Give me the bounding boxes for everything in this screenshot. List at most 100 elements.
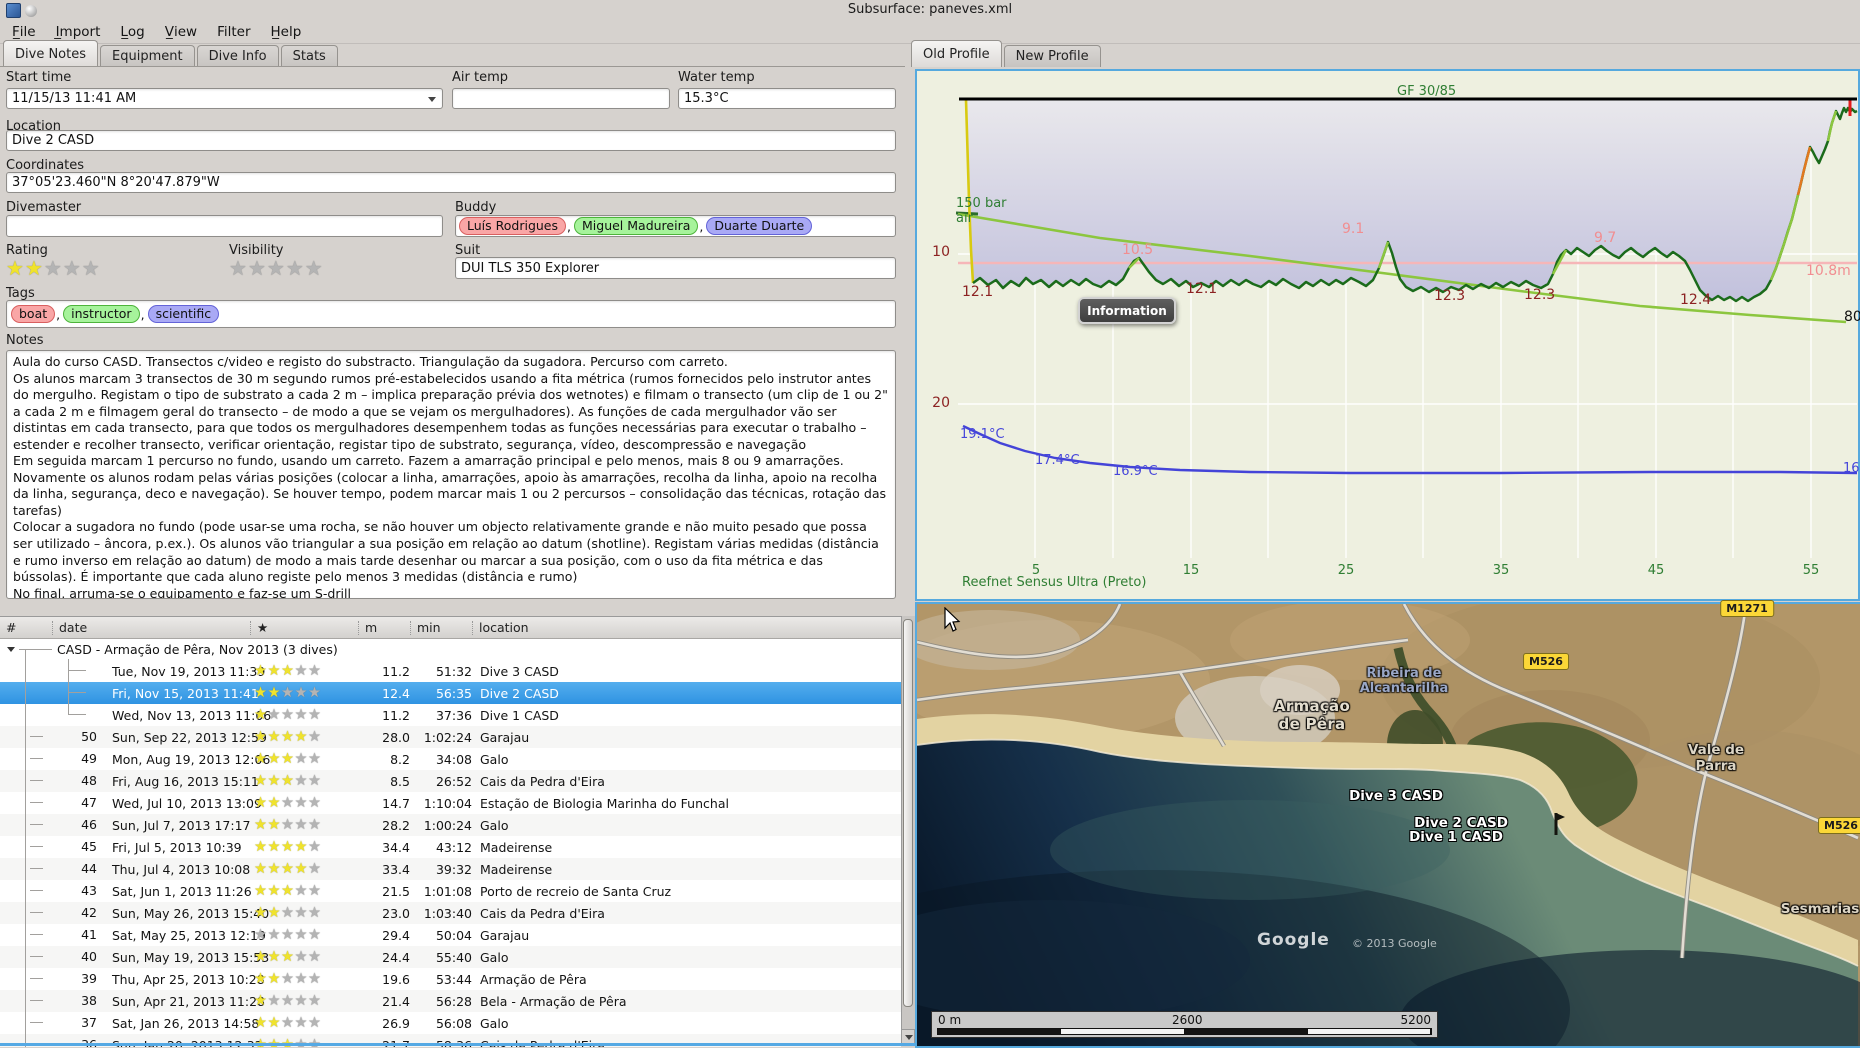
star-empty-icon: ★ (294, 904, 308, 921)
col-duration[interactable]: min (410, 620, 472, 635)
dive-depth: 8.2 (390, 751, 410, 767)
star-empty-icon: ★ (281, 904, 295, 921)
buddy-pill[interactable]: Miguel Madureira (574, 217, 699, 235)
table-row[interactable]: Fri, Nov 15, 2013 11:41 ★ ★ ★ ★ ★ 12.4 56:35… (0, 682, 901, 704)
col-location[interactable]: location (472, 620, 901, 635)
scrollbar-handle[interactable] (903, 619, 913, 1007)
star-empty-icon: ★ (308, 992, 322, 1009)
dive-depth: 21.5 (382, 883, 410, 899)
dive-depth: 28.0 (382, 729, 410, 745)
start-time-combo[interactable]: 11/15/13 11:41 AM (6, 88, 443, 109)
dive-depth: 12.4 (382, 685, 410, 701)
notes-textarea[interactable]: Aula do curso CASD. Transectos c/video e… (6, 350, 896, 599)
tag-pill[interactable]: boat (11, 305, 56, 323)
buddy-label: Buddy (455, 200, 497, 215)
table-row[interactable]: Wed, Nov 13, 2013 11:06 ★ ★ ★ ★ ★ 11.2 37:36… (0, 704, 901, 726)
table-row[interactable]: 47 Wed, Jul 10, 2013 13:09 ★ ★ ★ ★ ★ 14.7 1:… (0, 792, 901, 814)
col-depth[interactable]: m (358, 620, 410, 635)
table-row[interactable]: 43 Sat, Jun 1, 2013 11:26 ★ ★ ★ ★ ★ 21.5 1:0… (0, 880, 901, 902)
tree-branch (30, 868, 43, 869)
col-date[interactable]: date (52, 620, 250, 635)
road-badge: M1271 (1720, 600, 1774, 617)
buddy-pill[interactable]: Duarte Duarte (706, 217, 813, 235)
trip-group-row[interactable]: CASD - Armação de Pêra, Nov 2013 (3 dive… (0, 639, 901, 660)
menu-item[interactable]: Filter (217, 24, 251, 40)
table-row[interactable]: 41 Sat, May 25, 2013 12:19 ★ ★ ★ ★ ★ 29.4 50… (0, 924, 901, 946)
menu-item[interactable]: H̲elp (270, 24, 302, 40)
visibility-stars[interactable]: ★ ★ ★ ★ ★ (229, 258, 324, 278)
air-temp-label: Air temp (452, 70, 508, 85)
dive-marker-label[interactable]: Dive 3 CASD (1349, 788, 1443, 804)
dive-location: Galo (480, 949, 509, 965)
table-row[interactable]: 37 Sat, Jan 26, 2013 14:58 ★ ★ ★ ★ ★ 26.9 56… (0, 1012, 901, 1034)
menu-item[interactable]: L̲og (120, 24, 145, 40)
table-row[interactable]: 38 Sun, Apr 21, 2013 11:28 ★ ★ ★ ★ ★ 21.4 56… (0, 990, 901, 1012)
water-temp-field[interactable]: 15.3°C (678, 88, 896, 109)
star-filled-icon: ★ (281, 882, 295, 899)
table-row[interactable]: 49 Mon, Aug 19, 2013 12:06 ★ ★ ★ ★ ★ 8.2 34:… (0, 748, 901, 770)
table-row[interactable]: 48 Fri, Aug 16, 2013 15:11 ★ ★ ★ ★ ★ 8.5 26:… (0, 770, 901, 792)
star-empty-icon: ★ (308, 772, 322, 789)
collapse-arrow-icon[interactable] (7, 647, 15, 652)
tree-branch (73, 692, 86, 693)
information-tooltip[interactable]: Information (1078, 297, 1176, 324)
dive-rating-stars: ★ ★ ★ ★ ★ (250, 796, 358, 811)
start-time-label: Start time (6, 70, 72, 85)
star-empty-icon: ★ (308, 728, 322, 745)
tab[interactable]: Old Profile (911, 40, 1002, 67)
table-row[interactable]: 44 Thu, Jul 4, 2013 10:08 ★ ★ ★ ★ ★ 33.4 39:… (0, 858, 901, 880)
star-empty-icon: ★ (308, 1036, 322, 1047)
table-row[interactable]: Tue, Nov 19, 2013 11:39 ★ ★ ★ ★ ★ 11.2 51:32… (0, 660, 901, 682)
star-filled-icon: ★ (254, 992, 268, 1009)
window-button-icon[interactable] (25, 5, 37, 17)
coordinates-field[interactable]: 37°05'23.460"N 8°20'47.879"W (6, 172, 896, 193)
tree-branch (30, 736, 43, 737)
location-field[interactable]: Dive 2 CASD (6, 130, 896, 151)
buddy-pill[interactable]: Luís Rodrigues (459, 217, 567, 235)
star-empty-icon: ★ (308, 816, 322, 833)
tab[interactable]: Stats (280, 45, 338, 67)
buddy-field[interactable]: Luís Rodrigues, Miguel Madureira, Duarte… (455, 215, 896, 237)
dive-depth: 24.4 (382, 949, 410, 965)
air-temp-field[interactable] (452, 88, 670, 109)
dive-marker-label[interactable]: Dive 1 CASD (1409, 829, 1503, 845)
menu-item[interactable]: I̲mport (55, 24, 101, 40)
dive-depth: 28.2 (382, 817, 410, 833)
suit-field[interactable]: DUI TLS 350 Explorer (455, 257, 896, 279)
dive-marker-label[interactable]: Dive 2 CASD (1414, 815, 1508, 831)
tag-pill[interactable]: scientific (147, 305, 220, 323)
dive-location: Estação de Biologia Marinha do Funchal (480, 795, 729, 811)
star-empty-icon: ★ (43, 256, 63, 280)
rating-stars[interactable]: ★ ★ ★ ★ ★ (6, 258, 101, 278)
table-row[interactable]: 50 Sun, Sep 22, 2013 12:59 ★ ★ ★ ★ ★ 28.0 1:… (0, 726, 901, 748)
dive-number: 48 (81, 773, 97, 788)
tab[interactable]: Dive Notes (3, 40, 98, 67)
table-row[interactable]: 39 Thu, Apr 25, 2013 10:28 ★ ★ ★ ★ ★ 19.6 53… (0, 968, 901, 990)
table-row[interactable]: 46 Sun, Jul 7, 2013 17:17 ★ ★ ★ ★ ★ 28.2 1:0… (0, 814, 901, 836)
menu-item[interactable]: V̲iew (164, 24, 198, 40)
tab[interactable]: New Profile (1003, 45, 1101, 67)
star-empty-icon: ★ (281, 794, 295, 811)
col-rating[interactable]: ★ (250, 620, 358, 635)
table-row[interactable]: 42 Sun, May 26, 2013 15:40 ★ ★ ★ ★ ★ 23.0 1:… (0, 902, 901, 924)
dive-location: Dive 3 CASD (480, 663, 559, 679)
table-row[interactable]: 40 Sun, May 19, 2013 15:53 ★ ★ ★ ★ ★ 24.4 55… (0, 946, 901, 968)
tab[interactable]: Equipment (100, 45, 195, 67)
menu-item[interactable]: F̲ile (12, 24, 36, 40)
tab[interactable]: Dive Info (196, 45, 279, 67)
divemaster-field[interactable] (6, 215, 443, 237)
star-filled-icon: ★ (267, 662, 281, 679)
tags-field[interactable]: boat, instructor, scientific (6, 300, 896, 328)
star-filled-icon: ★ (254, 1014, 268, 1031)
dive-duration: 1:01:08 (423, 883, 472, 899)
tag-pill[interactable]: instructor (63, 305, 140, 323)
star-empty-icon: ★ (308, 860, 322, 877)
dive-rating-stars: ★ ★ ★ ★ ★ (250, 884, 358, 899)
dive-depth: 29.4 (382, 927, 410, 943)
table-header[interactable]: # date ★ m min location (0, 617, 901, 639)
col-number[interactable]: # (6, 619, 17, 635)
tree-branch (30, 780, 43, 781)
table-row[interactable]: 45 Fri, Jul 5, 2013 10:39 ★ ★ ★ ★ ★ 34.4 43:… (0, 836, 901, 858)
scale-mid: 2600 (1172, 1013, 1203, 1027)
